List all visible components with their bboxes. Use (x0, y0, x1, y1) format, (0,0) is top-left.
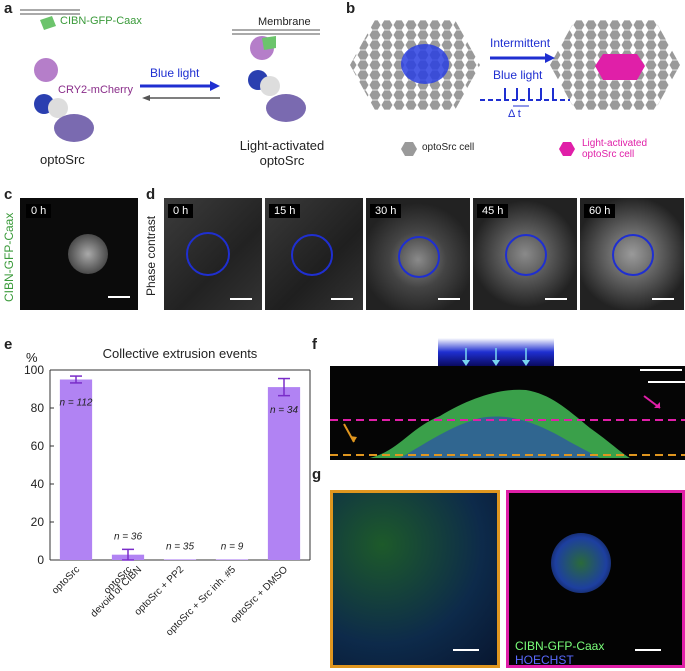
y-tick-label: 0 (37, 553, 44, 567)
cry2-label: CRY2-mCherry (58, 84, 133, 96)
panel-a-diagram (20, 9, 320, 142)
panel-c-time: 0 h (26, 204, 52, 218)
scale-bar (545, 298, 567, 300)
x-tick-label: optoSrc + DMSO (229, 564, 291, 626)
panel-b-diagram (350, 20, 680, 156)
cibn-label: CIBN-GFP-Caax (60, 15, 142, 27)
panel-d-time-0: 0 h (168, 204, 194, 218)
y-axis-label: % (26, 350, 38, 365)
panel-label-e: e (4, 336, 13, 353)
bar (215, 559, 249, 560)
panel-d-image-2: 30 h (366, 198, 470, 310)
panel-d-image-3: 45 h (473, 198, 577, 310)
scale-bar (331, 298, 353, 300)
panel-d-time-4: 60 h (584, 204, 616, 218)
chart-title: Collective extrusion events (103, 346, 258, 361)
n-label: n = 36 (114, 531, 143, 542)
panel-c-image: 0 h (20, 198, 138, 310)
legend-optosrc-cell: optoSrc cell (422, 142, 475, 153)
x-tick-label: optoSrc (50, 564, 82, 596)
panel-d-image-1: 15 h (265, 198, 363, 310)
optosrc-cell-hex-icon (401, 142, 417, 156)
panel-g-image-left (330, 490, 500, 668)
activated-cell-hex-icon (559, 142, 575, 156)
panel-label-g: g (312, 466, 322, 483)
cell-cluster-image (551, 533, 611, 593)
illumination-ring (398, 236, 440, 278)
scale-bar (652, 298, 674, 300)
y-tick-label: 40 (31, 477, 45, 491)
legend-hoechst: HOECHST (515, 653, 574, 667)
n-label: n = 35 (166, 541, 195, 552)
n-label: n = 34 (270, 405, 299, 416)
scale-bar (453, 649, 479, 651)
panel-d-time-2: 30 h (370, 204, 402, 218)
panel-label-d: d (146, 186, 156, 203)
delta-t-label: Δ t (508, 108, 521, 120)
panel-label-f: f (312, 336, 317, 353)
panel-d-side-label: Phase contrast (144, 215, 158, 296)
illumination-ring (291, 234, 333, 276)
panel-label-a: a (4, 0, 13, 17)
blue-light-label-a: Blue light (150, 66, 200, 80)
n-label: n = 112 (60, 398, 93, 409)
panel-c-side-label: CIBN-GFP-Caax (2, 212, 16, 302)
y-tick-label: 20 (31, 515, 45, 529)
panel-d-time-3: 45 h (477, 204, 509, 218)
bar (59, 379, 93, 560)
panel-d-image-0: 0 h (164, 198, 262, 310)
y-tick-label: 60 (31, 439, 45, 453)
legend-gfp: CIBN-GFP-Caax (515, 639, 605, 653)
scale-bar (108, 296, 130, 298)
y-tick-label: 100 (24, 363, 44, 377)
panel-g-image-right: CIBN-GFP-Caax HOECHST (506, 490, 685, 668)
scale-bar (230, 298, 252, 300)
panel-label-b: b (346, 0, 356, 17)
optosrc-label: optoSrc (40, 152, 85, 167)
panel-d-image-4: 60 h (580, 198, 684, 310)
legend-activated-cell: Light-activated optoSrc cell (582, 138, 648, 160)
cell-cluster-image (68, 234, 108, 274)
light-activated-label: Light-activated optoSrc (239, 138, 325, 168)
illumination-ring (612, 234, 654, 276)
extrusion-bar-chart: Collective extrusion events% 0 20 40 60 80 100… (24, 346, 311, 638)
illumination-ring (186, 232, 230, 276)
illumination-ring (505, 234, 547, 276)
n-label: n = 9 (221, 541, 244, 552)
panel-f-image (330, 338, 685, 460)
panel-d-time-1: 15 h (269, 204, 301, 218)
panel-label-c: c (4, 186, 13, 203)
bar (267, 387, 301, 560)
intermittent-label: Intermittent (490, 36, 551, 50)
blue-light-label-b: Blue light (493, 68, 543, 82)
scale-bar (438, 298, 460, 300)
membrane-label: Membrane (258, 16, 311, 28)
bar (163, 559, 197, 560)
y-tick-label: 80 (31, 401, 45, 415)
cibn-shape-icon (40, 16, 56, 30)
scale-bar (635, 649, 661, 651)
